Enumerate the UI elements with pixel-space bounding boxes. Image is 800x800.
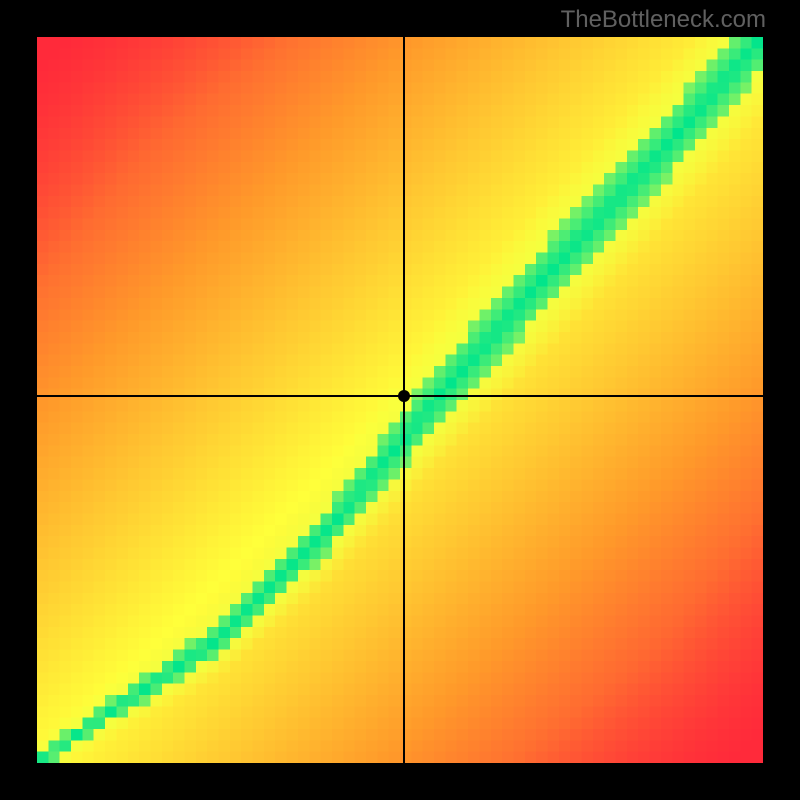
watermark-text: TheBottleneck.com — [561, 6, 766, 34]
plot-frame — [35, 35, 765, 765]
chart-root: TheBottleneck.com — [0, 0, 800, 800]
crosshair-marker — [398, 390, 410, 402]
